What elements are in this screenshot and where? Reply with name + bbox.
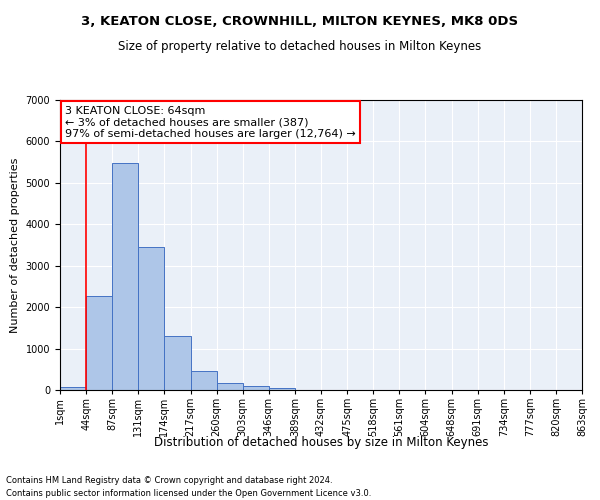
Text: 3 KEATON CLOSE: 64sqm
← 3% of detached houses are smaller (387)
97% of semi-deta: 3 KEATON CLOSE: 64sqm ← 3% of detached h… <box>65 106 356 139</box>
Text: 3, KEATON CLOSE, CROWNHILL, MILTON KEYNES, MK8 0DS: 3, KEATON CLOSE, CROWNHILL, MILTON KEYNE… <box>82 15 518 28</box>
Bar <box>243 386 269 390</box>
Text: Distribution of detached houses by size in Milton Keynes: Distribution of detached houses by size … <box>154 436 488 449</box>
Bar <box>139 247 164 390</box>
Text: Contains HM Land Registry data © Crown copyright and database right 2024.: Contains HM Land Registry data © Crown c… <box>6 476 332 485</box>
Bar <box>60 387 86 390</box>
Bar <box>112 164 139 390</box>
Bar <box>191 371 217 390</box>
Text: Contains public sector information licensed under the Open Government Licence v3: Contains public sector information licen… <box>6 488 371 498</box>
Y-axis label: Number of detached properties: Number of detached properties <box>10 158 20 332</box>
Bar <box>217 384 243 390</box>
Bar <box>269 388 295 390</box>
Bar <box>86 296 112 390</box>
Text: Size of property relative to detached houses in Milton Keynes: Size of property relative to detached ho… <box>118 40 482 53</box>
Bar <box>164 336 191 390</box>
